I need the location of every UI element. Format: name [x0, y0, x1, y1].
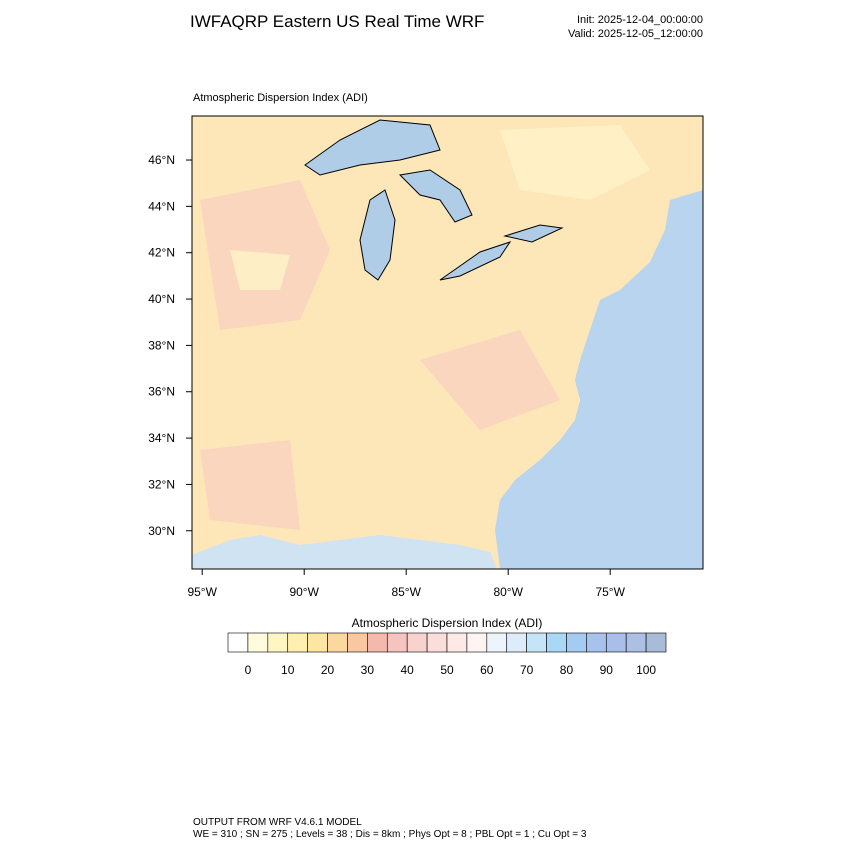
colorbar-box	[546, 632, 567, 653]
colorbar-box	[386, 632, 408, 653]
colorbar-tick-label: 70	[520, 663, 534, 677]
colorbar-box	[605, 632, 627, 653]
y-tick-label: 42°N	[148, 246, 175, 260]
colorbar-box	[247, 632, 269, 653]
colorbar-box	[426, 632, 448, 653]
colorbar-box	[645, 632, 667, 653]
map-frame	[191, 115, 704, 570]
colorbar-box	[307, 632, 328, 653]
title: IWFAQRP Eastern US Real Time WRF	[190, 12, 484, 31]
init-time: Init: 2025-12-04_00:00:00	[577, 14, 703, 26]
colorbar: 0 10 20 30 40 50 60 70 80 90 100	[227, 632, 667, 677]
lake-erie	[439, 241, 512, 281]
colorbar-box	[625, 632, 647, 653]
lake-superior	[304, 119, 441, 176]
colorbar-title: Atmospheric Dispersion Index (ADI)	[352, 616, 543, 630]
colorbar-tick-label: 30	[361, 663, 375, 677]
colorbar-tick-label: 80	[560, 663, 574, 677]
colorbar-box	[526, 632, 547, 653]
lake-michigan	[359, 189, 396, 281]
colorbar-tick-label: 50	[440, 663, 454, 677]
x-tick-label: 95°W	[187, 585, 217, 599]
x-tick-label: 90°W	[289, 585, 319, 599]
y-tick-label: 32°N	[148, 477, 175, 491]
colorbar-box	[327, 632, 348, 653]
x-tick-label: 75°W	[595, 585, 625, 599]
colorbar-tick-label: 40	[401, 663, 415, 677]
colorbar-box	[506, 632, 527, 653]
atlantic-ocean	[495, 190, 703, 569]
valid-time: Valid: 2025-12-05_12:00:00	[568, 28, 703, 40]
low-index-area	[230, 125, 650, 290]
x-tick-label: 85°W	[391, 585, 421, 599]
y-tick-label: 46°N	[148, 153, 175, 167]
colorbar-tick-label: 60	[480, 663, 494, 677]
map	[191, 115, 704, 570]
colorbar-tick-label: 20	[321, 663, 335, 677]
x-tick-label: 80°W	[493, 585, 523, 599]
colorbar-box	[586, 632, 607, 653]
lake-ontario	[503, 224, 564, 243]
y-tick-label: 36°N	[148, 385, 175, 399]
colorbar-box	[466, 632, 488, 653]
high-index-area	[200, 180, 560, 530]
lake-huron	[398, 169, 473, 223]
colorbar-box	[566, 632, 587, 653]
colorbar-box	[347, 632, 368, 653]
colorbar-tick-label: 100	[636, 663, 656, 677]
footer-line: OUTPUT FROM WRF V4.6.1 MODEL	[193, 817, 362, 828]
y-tick-label: 40°N	[148, 292, 175, 306]
colorbar-tick-label: 10	[281, 663, 295, 677]
colorbar-box	[406, 632, 428, 653]
colorbar-tick-label: 90	[600, 663, 614, 677]
colorbar-box	[287, 632, 308, 653]
colorbar-box	[446, 632, 468, 653]
colorbar-tick-label: 0	[245, 663, 252, 677]
colorbar-box	[367, 632, 388, 653]
map-title: Atmospheric Dispersion Index (ADI)	[193, 92, 368, 104]
colorbar-box	[227, 632, 249, 653]
y-tick-label: 44°N	[148, 199, 175, 213]
colorbar-box	[267, 632, 289, 653]
y-tick-label: 38°N	[148, 338, 175, 352]
y-tick-label: 34°N	[148, 431, 175, 445]
y-tick-label: 30°N	[148, 524, 175, 538]
colorbar-box	[486, 632, 508, 653]
gulf-of-mexico	[192, 535, 497, 569]
footer-line: WE = 310 ; SN = 275 ; Levels = 38 ; Dis …	[193, 829, 587, 840]
